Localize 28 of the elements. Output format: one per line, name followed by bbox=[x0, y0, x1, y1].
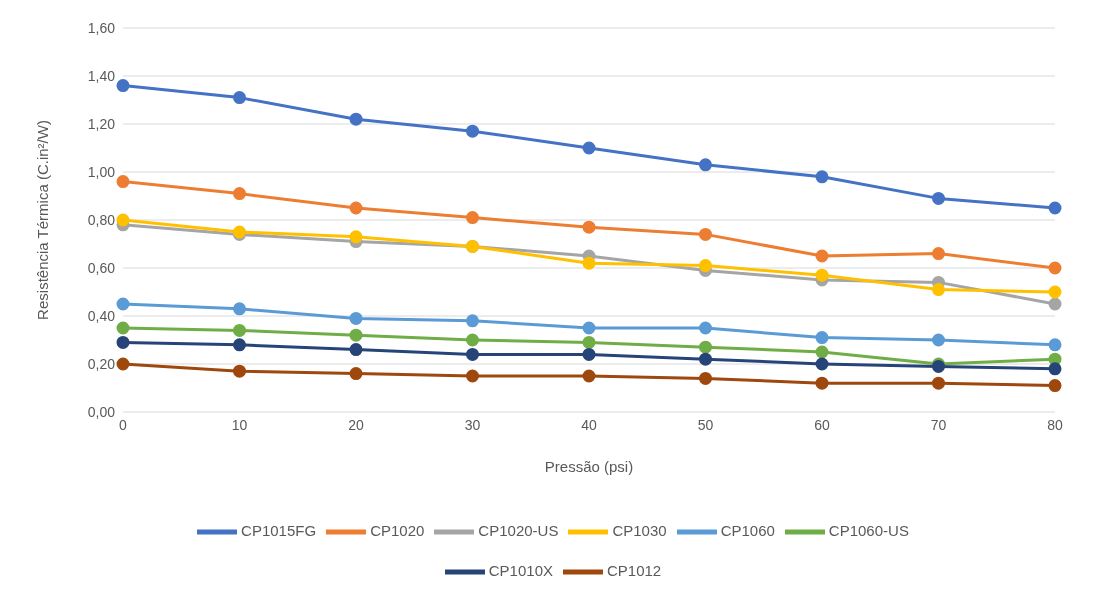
x-tick-label: 20 bbox=[348, 416, 364, 433]
x-axis-title: Pressão (psi) bbox=[544, 458, 634, 475]
y-tick-label: 1,60 bbox=[87, 19, 116, 36]
y-tick-label: 1,20 bbox=[87, 115, 116, 132]
legend-label: CP1012 bbox=[607, 561, 662, 579]
x-tick-label: 70 bbox=[930, 416, 947, 433]
legend-label: CP1010X bbox=[488, 561, 553, 579]
x-tick-label: 80 bbox=[1047, 416, 1063, 433]
y-tick-label: 0,40 bbox=[87, 307, 116, 324]
x-tick-label: 40 bbox=[581, 416, 597, 433]
legend-label: CP1060-US bbox=[828, 521, 909, 539]
x-tick-label: 30 bbox=[464, 416, 481, 433]
y-axis-title: Resistência Térmica (C.in²/W) bbox=[34, 120, 52, 320]
y-tick-label: 0,00 bbox=[87, 403, 116, 420]
x-tick-label: 50 bbox=[697, 416, 714, 433]
x-tick-label: 60 bbox=[814, 416, 830, 433]
legend-label: CP1030 bbox=[612, 521, 667, 539]
legend-label: CP1060 bbox=[720, 521, 775, 539]
legend-label: CP1020 bbox=[370, 521, 425, 539]
x-tick-label: 10 bbox=[231, 416, 248, 433]
x-tick-label: 0 bbox=[119, 416, 128, 433]
y-tick-label: 1,00 bbox=[87, 163, 116, 180]
legend-label: CP1015FG bbox=[241, 521, 317, 539]
y-tick-label: 0,60 bbox=[87, 259, 116, 276]
y-tick-label: 0,80 bbox=[87, 211, 116, 228]
y-tick-label: 0,20 bbox=[87, 355, 116, 372]
y-tick-label: 1,40 bbox=[87, 67, 116, 84]
legend-label: CP1020-US bbox=[478, 521, 559, 539]
